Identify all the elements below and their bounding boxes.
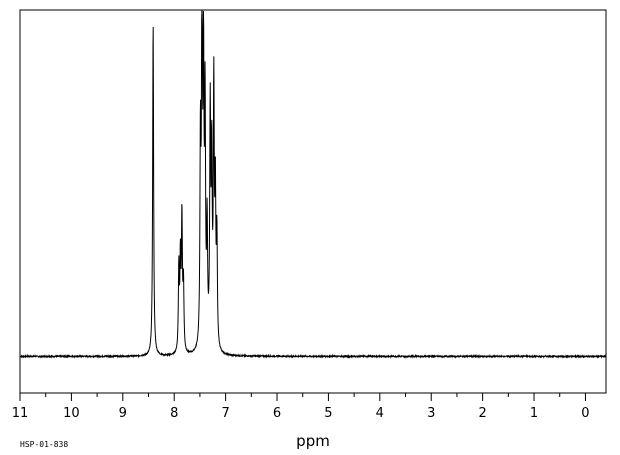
x-tick-label: 3 [427,406,435,421]
x-axis-label: ppm [296,432,330,450]
x-tick-label: 7 [221,406,229,421]
x-tick-label: 2 [478,406,486,421]
x-tick-label: 4 [376,406,384,421]
x-tick-label: 6 [273,406,281,421]
x-tick-label: 10 [63,406,80,421]
spectrum-layer [19,10,607,359]
x-tick-label: 11 [12,406,29,421]
plot-frame [19,9,607,394]
spectrum-trace [19,10,607,359]
x-tick-label: 5 [324,406,332,421]
x-tick-label: 9 [119,406,127,421]
sample-id-label: HSP-01-838 [20,440,68,449]
x-tick-label: 0 [581,406,589,421]
x-tick-label: 8 [170,406,178,421]
x-axis: 11 10 9 8 7 6 5 4 3 2 1 0 [12,393,590,421]
x-tick-label: 1 [530,406,538,421]
